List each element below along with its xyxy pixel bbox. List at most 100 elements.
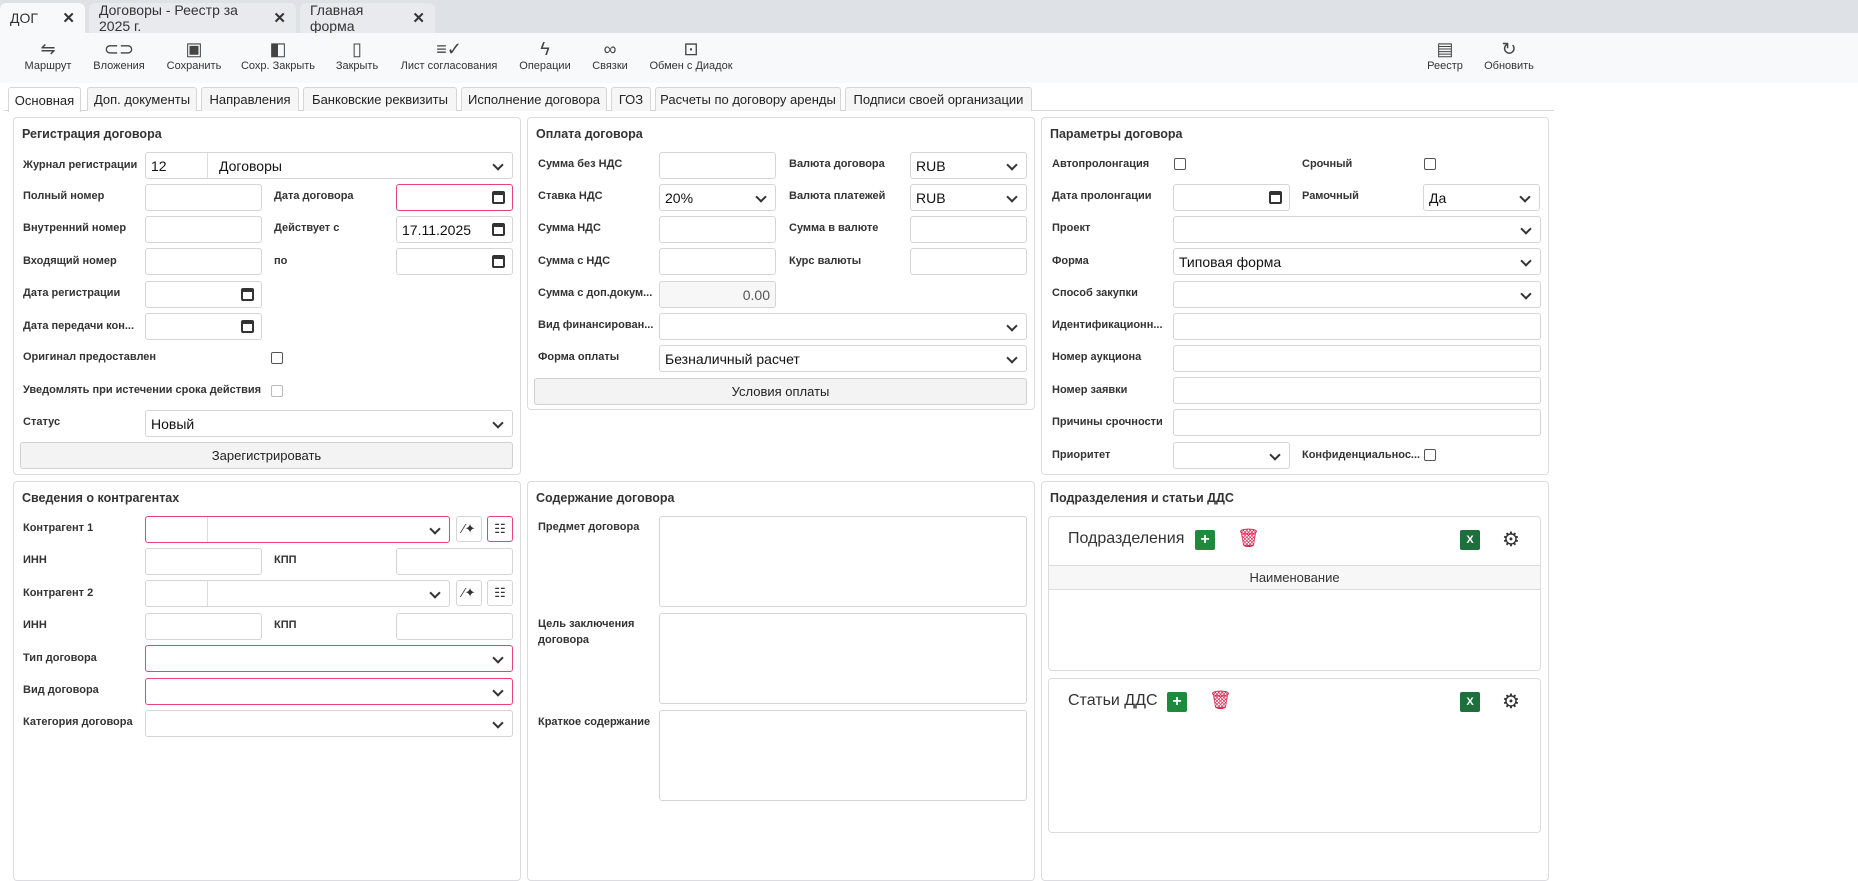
tree-select-button[interactable]: ☷ (487, 516, 513, 542)
register-button[interactable]: Зарегистрировать (20, 442, 513, 469)
diadoc-exchange-button[interactable]: ⊡ Обмен с Диадок (649, 38, 732, 72)
magic-wand-button[interactable]: ⁄✦ (456, 580, 482, 606)
tab-directions[interactable]: Направления (201, 87, 299, 111)
journal-select[interactable]: 12 Договоры (145, 152, 513, 179)
full-number-input[interactable] (145, 184, 262, 211)
vat-sum-input[interactable] (659, 216, 776, 243)
frame-select[interactable]: Да (1423, 184, 1540, 211)
counterparty1-select[interactable] (145, 516, 450, 543)
calendar-icon[interactable] (241, 288, 254, 301)
tab-goz[interactable]: ГОЗ (611, 87, 651, 111)
export-excel-button[interactable]: X (1460, 692, 1480, 712)
subject-textarea[interactable] (659, 516, 1027, 607)
purchase-method-select[interactable] (1173, 281, 1541, 308)
attachments-button[interactable]: ⊂⊃ Вложения (93, 38, 145, 72)
valid-to-input[interactable] (396, 248, 513, 275)
calendar-icon[interactable] (492, 223, 505, 236)
export-excel-button[interactable]: X (1460, 530, 1480, 550)
settings-button[interactable]: ⚙ (1502, 689, 1520, 714)
refresh-button[interactable]: ↻ Обновить (1484, 38, 1534, 72)
links-button[interactable]: ∞ Связки (592, 38, 628, 72)
field-label: Валюта договора (789, 158, 885, 170)
panel-title: Оплата договора (536, 127, 643, 141)
payment-terms-button[interactable]: Условия оплаты (534, 378, 1027, 405)
tab-own-signatures[interactable]: Подписи своей организации (845, 87, 1032, 111)
name-column-header[interactable]: Наименование (1049, 565, 1540, 590)
project-select[interactable] (1173, 216, 1541, 243)
save-button[interactable]: ▣ Сохранить (167, 38, 222, 72)
window-tab-dog[interactable]: ДОГ ✕ (0, 3, 85, 33)
window-tab-registry[interactable]: Договоры - Реестр за 2025 г. ✕ (89, 2, 296, 34)
registry-button[interactable]: ▤ Реестр (1427, 38, 1463, 72)
close-icon[interactable]: ✕ (62, 10, 75, 27)
vat-rate-value: 20% (665, 189, 694, 206)
approval-sheet-button[interactable]: ≡✓ Лист согласования (401, 38, 498, 72)
internal-number-input[interactable] (145, 216, 262, 243)
magic-wand-button[interactable]: ⁄✦ (456, 516, 482, 542)
field-label: Валюта платежей (789, 190, 886, 202)
autoprolong-checkbox[interactable] (1174, 158, 1186, 170)
add-article-button[interactable]: + (1167, 692, 1187, 712)
delete-article-button[interactable]: 🗑 (1209, 690, 1232, 711)
kpp2-input[interactable] (396, 613, 513, 640)
currency-select[interactable]: RUB (910, 152, 1027, 179)
original-provided-checkbox[interactable] (271, 352, 283, 364)
window-tab-main-form[interactable]: Главная форма ✕ (300, 2, 435, 34)
contract-category-select[interactable] (145, 710, 513, 737)
exchange-rate-input[interactable] (910, 248, 1027, 275)
close-button[interactable]: ▯ Закрыть (336, 38, 378, 72)
urgency-reason-input[interactable] (1173, 409, 1541, 436)
calendar-icon[interactable] (492, 255, 505, 268)
operations-button[interactable]: ϟ Операции (519, 38, 570, 72)
registration-date-input[interactable] (145, 281, 262, 308)
contract-date-input[interactable] (396, 184, 513, 211)
payment-currency-select[interactable]: RUB (910, 184, 1027, 211)
tab-main[interactable]: Основная (8, 87, 81, 112)
tab-lease-settlements[interactable]: Расчеты по договору аренды (655, 87, 841, 111)
contract-type-select[interactable] (145, 645, 513, 672)
route-button[interactable]: ⇋ Маршрут (25, 38, 72, 72)
tab-additional-docs[interactable]: Доп. документы (87, 87, 197, 111)
goal-textarea[interactable] (659, 613, 1027, 704)
vat-rate-select[interactable]: 20% (659, 184, 776, 211)
calendar-icon[interactable] (492, 191, 505, 204)
summary-textarea[interactable] (659, 710, 1027, 801)
confidential-checkbox[interactable] (1424, 449, 1436, 461)
field-label: Идентификационн... (1052, 319, 1163, 331)
calendar-icon[interactable] (241, 320, 254, 333)
sum-in-currency-input[interactable] (910, 216, 1027, 243)
field-label: Действует с (274, 222, 340, 234)
inn1-input[interactable] (145, 548, 262, 575)
sum-with-vat-input[interactable] (659, 248, 776, 275)
priority-select[interactable] (1173, 442, 1290, 469)
close-icon[interactable]: ✕ (412, 10, 425, 27)
tab-bank-details[interactable]: Банковские реквизиты (303, 87, 457, 111)
add-department-button[interactable]: + (1195, 530, 1215, 550)
delete-department-button[interactable]: 🗑 (1237, 528, 1260, 549)
tab-execution[interactable]: Исполнение договора (461, 87, 607, 111)
sum-no-vat-input[interactable] (659, 152, 776, 179)
settings-button[interactable]: ⚙ (1502, 527, 1520, 552)
prolong-date-input[interactable] (1173, 184, 1290, 211)
departments-grid (1048, 516, 1541, 671)
magic-wand-icon: ⁄✦ (462, 521, 476, 536)
financing-select[interactable] (659, 313, 1027, 340)
save-close-button[interactable]: ◧ Сохр. Закрыть (241, 38, 315, 72)
close-icon[interactable]: ✕ (273, 10, 286, 27)
form-select[interactable]: Типовая форма (1173, 248, 1541, 275)
inn2-input[interactable] (145, 613, 262, 640)
counterparty2-select[interactable] (145, 580, 450, 607)
status-select[interactable]: Новый (145, 410, 513, 437)
calendar-icon[interactable] (1269, 191, 1282, 204)
contract-kind-select[interactable] (145, 678, 513, 705)
identifier-input[interactable] (1173, 313, 1541, 340)
auction-number-input[interactable] (1173, 345, 1541, 372)
urgent-checkbox[interactable] (1424, 158, 1436, 170)
request-number-input[interactable] (1173, 377, 1541, 404)
valid-from-input[interactable]: 17.11.2025 (396, 216, 513, 243)
transfer-date-input[interactable] (145, 313, 262, 340)
incoming-number-input[interactable] (145, 248, 262, 275)
payment-form-select[interactable]: Безналичный расчет (659, 345, 1027, 372)
tree-select-button[interactable]: ☷ (487, 580, 513, 606)
kpp1-input[interactable] (396, 548, 513, 575)
